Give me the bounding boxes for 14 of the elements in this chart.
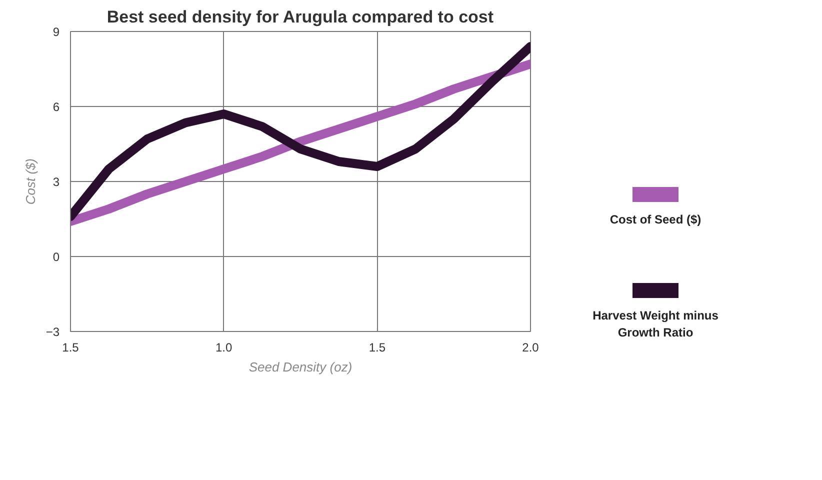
y-tick-label: 6 (52, 100, 60, 114)
y-tick-label: 9 (52, 25, 60, 39)
y-tick-label: 3 (52, 175, 60, 189)
legend-label: Cost of Seed ($) (610, 212, 702, 226)
x-tick-label: 2.0 (522, 340, 540, 354)
x-tick-label: 1.5 (368, 340, 386, 354)
y-tick-label: 0 (52, 250, 60, 264)
x-tick-label: 1.5 (62, 340, 80, 354)
x-axis-title: Seed Density (oz) (248, 360, 352, 374)
chart-title: Best seed density for Arugula compared to cost (106, 8, 494, 26)
y-axis-title: Cost ($) (22, 158, 38, 205)
y-tick-label: −3 (46, 325, 60, 339)
x-tick-label: 1.0 (215, 340, 232, 354)
legend-label: Harvest Weight minus Growth Ratio (592, 308, 719, 340)
